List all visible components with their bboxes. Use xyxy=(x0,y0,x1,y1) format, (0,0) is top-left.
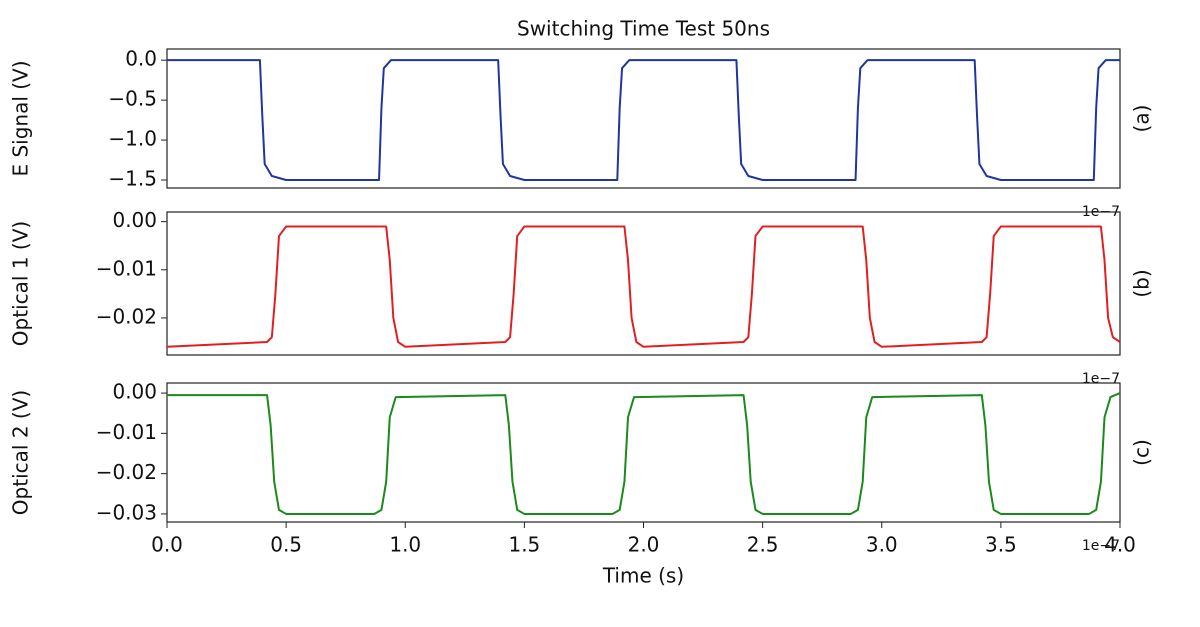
x-tick-label: 2.0 xyxy=(628,533,660,557)
y-tick-label: −0.5 xyxy=(108,87,157,111)
x-tick-label: 0.0 xyxy=(151,533,183,557)
y-tick-label: 0.00 xyxy=(112,208,157,232)
panel-label: (b) xyxy=(1130,269,1154,297)
signal-line xyxy=(167,392,1121,515)
y-tick-label: −0.01 xyxy=(96,420,157,444)
y-axis-label: E Signal (V) xyxy=(9,60,33,176)
signal-line xyxy=(167,59,1120,182)
x-tick-label: 3.5 xyxy=(985,533,1017,557)
chart-title: Switching Time Test 50ns xyxy=(517,17,770,41)
axes-frame xyxy=(166,211,1121,356)
y-tick-label: −0.03 xyxy=(96,500,157,524)
x-tick-label: 1.0 xyxy=(389,533,421,557)
x-offset-label: 1e−7 xyxy=(1082,538,1120,554)
y-axis-label: Optical 2 (V) xyxy=(9,390,33,515)
x-tick-label: 2.5 xyxy=(747,533,779,557)
x-tick-label: 3.0 xyxy=(866,533,898,557)
y-tick-label: −0.02 xyxy=(96,460,157,484)
y-tick-label: 0.0 xyxy=(125,47,157,71)
panel-label: (a) xyxy=(1130,105,1154,133)
x-tick-label: 0.5 xyxy=(270,533,302,557)
axes-frame xyxy=(166,48,1121,189)
panel-label: (c) xyxy=(1130,439,1154,466)
axes-frame xyxy=(166,382,1121,523)
y-tick-label: −1.5 xyxy=(108,167,157,191)
x-tick-label: 4.0 xyxy=(1104,533,1136,557)
y-tick-label: −0.01 xyxy=(96,256,157,280)
x-tick-label: 1.5 xyxy=(508,533,540,557)
y-tick-label: 0.00 xyxy=(112,380,157,404)
y-tick-label: −1.0 xyxy=(108,127,157,151)
y-tick-label: −0.02 xyxy=(96,304,157,328)
y-axis-label: Optical 1 (V) xyxy=(9,221,33,346)
x-offset-label: 1e−7 xyxy=(1082,371,1120,387)
signal-line xyxy=(166,225,1121,348)
x-axis-label: Time (s) xyxy=(602,564,684,588)
